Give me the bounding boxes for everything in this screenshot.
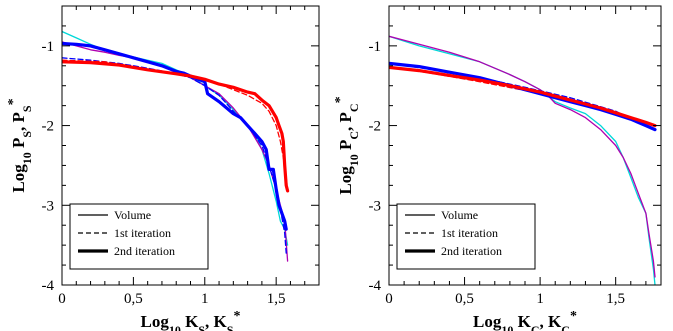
y-axis-label: Log10 PS, PS* [6, 98, 35, 192]
y-tick-label: -2 [369, 119, 382, 135]
series-line-4 [62, 41, 288, 231]
x-axis-label: Log10 KS, KS* [141, 309, 241, 331]
legend-entry-label: Volume [441, 208, 478, 222]
left-chart-panel: 0 0,5 1 1,5 -4 -3 -2 -1 Log10 KS, KS* Log10 PS, P… [6, 5, 320, 331]
x-tick-label: 1,5 [267, 291, 286, 307]
y-tick-label: -1 [369, 39, 382, 55]
legend-entry-label: 2nd iteration [441, 244, 502, 258]
x-tick-label: 0,5 [124, 291, 143, 307]
x-axis-label: Log10 KC, KC* [473, 309, 577, 331]
legend-entry-label: 1st iteration [114, 226, 171, 240]
right-chart-panel: 0 0,5 1 1,5 -4 -3 -2 -1 Log10 KC, KC* Log10 PC, P… [333, 5, 662, 331]
x-tick-label: 1 [536, 291, 544, 307]
series-line-1 [389, 35, 656, 278]
x-tick-label: 0 [385, 291, 393, 307]
x-tick-label: 0 [58, 291, 66, 307]
legend-entry-label: Volume [114, 208, 151, 222]
series-group [389, 35, 657, 285]
legend-entry-label: 1st iteration [441, 226, 498, 240]
y-axis-label: Log10 PC, PC* [333, 96, 362, 194]
legend: Volume 1st iteration 2nd iteration [69, 203, 209, 270]
series-line-5 [389, 65, 657, 128]
series-group [62, 30, 290, 262]
y-tick-label: -3 [42, 198, 55, 214]
x-tick-label: 1 [201, 291, 209, 307]
legend-entry-label: 2nd iteration [114, 244, 175, 258]
y-tick-label: -4 [369, 278, 382, 294]
y-tick-label: -3 [369, 198, 382, 214]
legend: Volume 1st iteration 2nd iteration [396, 203, 536, 270]
y-tick-label: -1 [42, 39, 55, 55]
series-line-3 [62, 59, 289, 190]
x-tick-label: 1,5 [606, 291, 625, 307]
y-tick-label: -4 [42, 278, 55, 294]
x-tick-label: 0,5 [455, 291, 474, 307]
y-tick-label: -2 [42, 119, 55, 135]
legend-box [396, 203, 536, 270]
series-line-5 [62, 60, 290, 193]
series-line-3 [389, 65, 655, 127]
